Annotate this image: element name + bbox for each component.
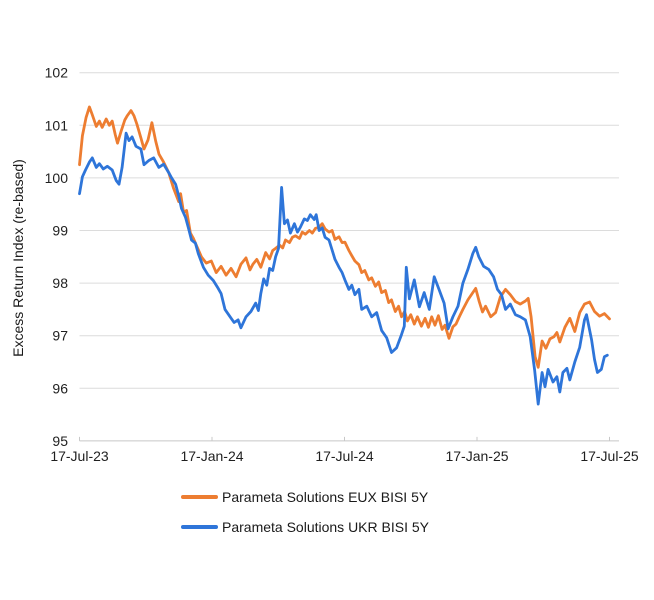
y-tick-label-96: 96 [52,380,68,396]
legend: Parameta Solutions EUX BISI 5Y Parameta … [181,489,429,535]
legend-label-eux: Parameta Solutions EUX BISI 5Y [222,489,429,505]
x-tick-label: 17-Jul-24 [315,448,374,464]
legend-item-ukr: Parameta Solutions UKR BISI 5Y [181,519,429,535]
x-tick-label: 17-Jul-23 [50,448,109,464]
series-line-0 [78,105,611,369]
y-tick-label-99: 99 [52,223,68,239]
series-line-1 [78,131,609,406]
x-tick-label: 17-Jul-25 [580,448,639,464]
y-tick-label-95: 95 [52,433,68,449]
legend-line-eux-icon [181,495,218,499]
legend-label-ukr: Parameta Solutions UKR BISI 5Y [222,519,429,535]
y-axis-title: Excess Return Index (re-based) [10,159,26,357]
x-tick-label: 17-Jan-25 [445,448,508,464]
y-tick-label-98: 98 [52,275,68,291]
legend-item-eux: Parameta Solutions EUX BISI 5Y [181,489,429,505]
y-tick-label-102: 102 [45,65,69,81]
y-tick-label-97: 97 [52,328,68,344]
legend-line-ukr-icon [181,525,218,529]
y-tick-label-100: 100 [45,170,69,186]
y-tick-label-101: 101 [45,117,69,133]
x-tick-label: 17-Jan-24 [180,448,243,464]
